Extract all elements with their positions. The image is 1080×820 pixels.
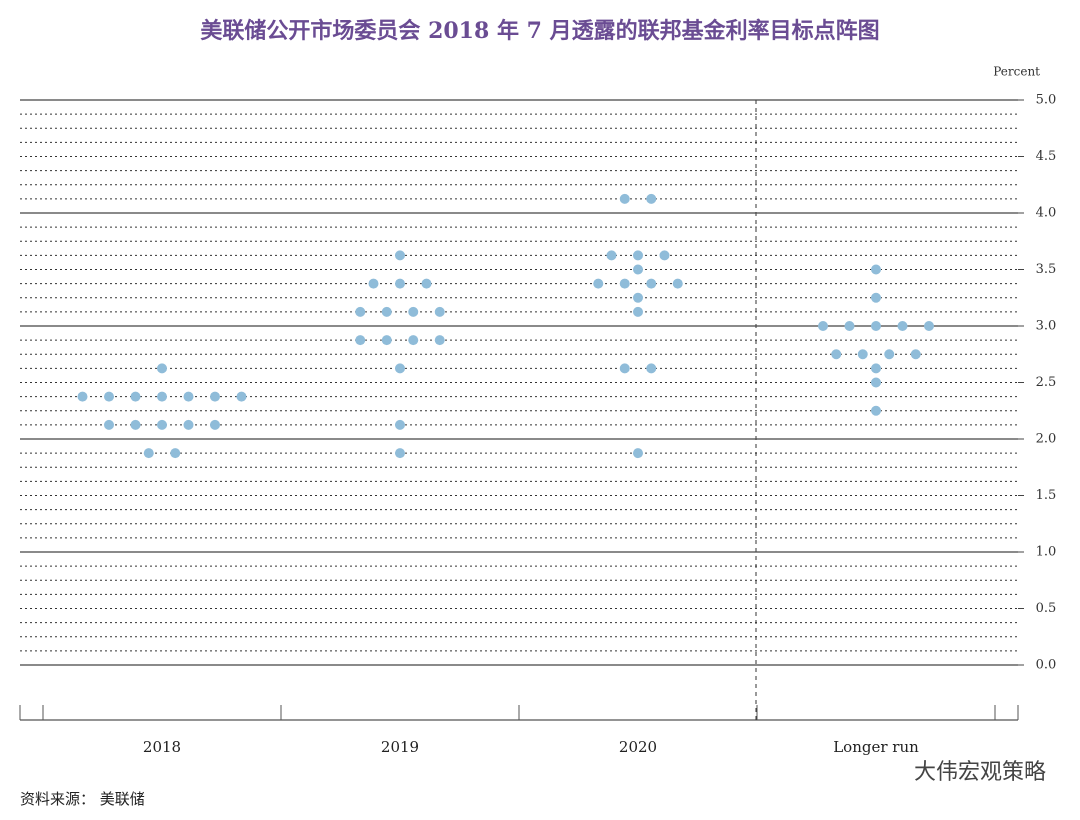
source: 资料来源： 美联储 bbox=[20, 790, 145, 808]
x-tick-label: 2018 bbox=[143, 738, 181, 756]
dot bbox=[659, 250, 670, 261]
y-tick-label: 1.5 bbox=[1036, 488, 1057, 503]
dot bbox=[395, 278, 405, 289]
y-axis-label: Percent bbox=[993, 65, 1040, 79]
dot bbox=[355, 306, 366, 317]
dot bbox=[818, 321, 828, 331]
x-tick-label: Longer run bbox=[833, 738, 919, 756]
dot bbox=[381, 306, 392, 317]
y-tick-label: 2.5 bbox=[1036, 375, 1057, 390]
dot bbox=[910, 349, 921, 360]
dot bbox=[646, 278, 657, 289]
y-tick-label: 2.0 bbox=[1036, 432, 1057, 447]
dot bbox=[633, 264, 643, 275]
dot bbox=[434, 335, 445, 346]
dot bbox=[170, 448, 181, 459]
dot bbox=[104, 391, 114, 402]
dot bbox=[593, 278, 604, 289]
dot bbox=[633, 250, 643, 261]
dot bbox=[646, 363, 657, 374]
y-tick-label: 0.0 bbox=[1036, 658, 1057, 673]
dot bbox=[236, 391, 247, 402]
dot bbox=[183, 391, 194, 402]
dot bbox=[897, 321, 908, 331]
dot bbox=[619, 193, 630, 204]
y-tick-label: 4.0 bbox=[1036, 206, 1057, 221]
dot bbox=[157, 391, 167, 402]
dot bbox=[646, 193, 657, 204]
y-tick-label: 0.5 bbox=[1036, 601, 1057, 616]
dot bbox=[619, 363, 630, 374]
dot bbox=[633, 448, 643, 459]
y-tick-label: 3.5 bbox=[1036, 262, 1057, 277]
dot bbox=[606, 250, 617, 261]
x-tick-label: 2019 bbox=[381, 738, 419, 756]
dot bbox=[871, 321, 881, 331]
watermark: 大伟宏观策略 bbox=[914, 760, 1046, 785]
dot bbox=[210, 419, 220, 430]
dot bbox=[871, 363, 881, 374]
dot bbox=[924, 321, 934, 331]
dot bbox=[408, 335, 419, 346]
y-tick-label: 5.0 bbox=[1036, 93, 1057, 108]
dot bbox=[183, 419, 194, 430]
chart-title: 美联储公开市场委员会 2018 年 7 月透露的联邦基金利率目标点阵图 bbox=[200, 18, 879, 44]
dot bbox=[844, 321, 855, 331]
dot bbox=[395, 448, 405, 459]
x-tick-label: 2020 bbox=[619, 738, 657, 756]
dot bbox=[871, 264, 881, 275]
dot bbox=[831, 349, 842, 360]
y-tick-label: 1.0 bbox=[1036, 545, 1057, 560]
y-tick-label: 3.0 bbox=[1036, 319, 1057, 334]
dot bbox=[871, 377, 881, 388]
dot bbox=[157, 363, 167, 374]
dot bbox=[355, 335, 366, 346]
dot bbox=[210, 391, 220, 402]
dot bbox=[871, 405, 881, 416]
dot bbox=[857, 349, 868, 360]
dot bbox=[395, 363, 405, 374]
dot bbox=[408, 306, 419, 317]
dot bbox=[130, 419, 141, 430]
dot bbox=[633, 306, 643, 317]
dot bbox=[434, 306, 445, 317]
dot bbox=[672, 278, 683, 289]
dot bbox=[884, 349, 895, 360]
dot bbox=[871, 292, 881, 303]
dot bbox=[157, 419, 167, 430]
dot bbox=[143, 448, 154, 459]
dot bbox=[421, 278, 432, 289]
dot bbox=[368, 278, 379, 289]
y-tick-label: 4.5 bbox=[1036, 149, 1057, 164]
dot bbox=[130, 391, 141, 402]
dot bbox=[381, 335, 392, 346]
dot bbox=[104, 419, 114, 430]
dot bbox=[619, 278, 630, 289]
dot bbox=[395, 419, 405, 430]
dot bbox=[633, 292, 643, 303]
dot bbox=[77, 391, 88, 402]
dot bbox=[395, 250, 405, 261]
